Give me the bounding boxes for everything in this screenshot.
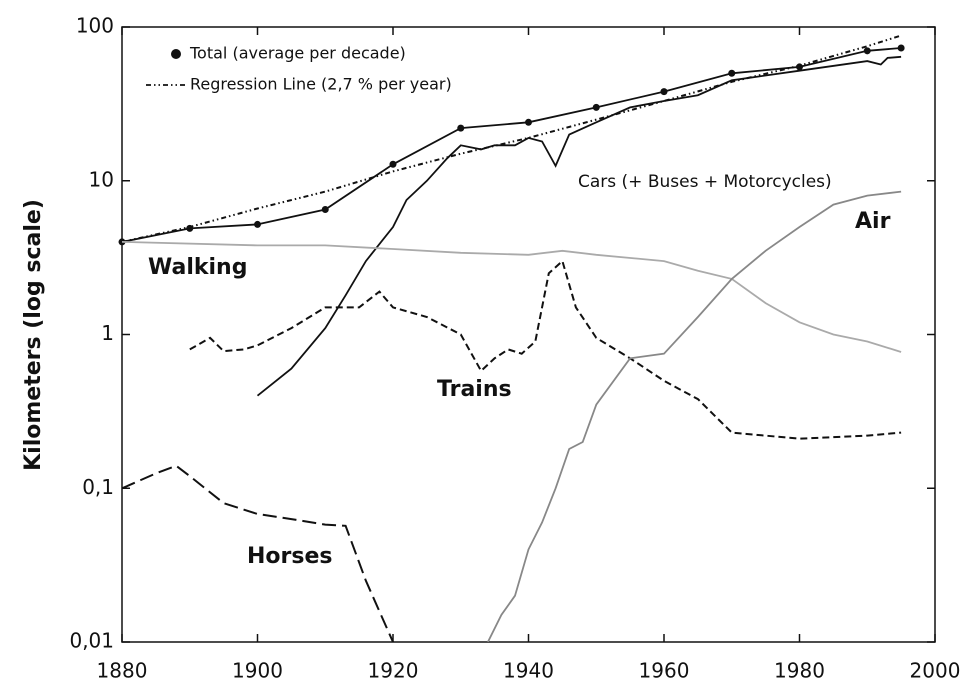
data-point	[389, 160, 397, 168]
data-point	[863, 47, 871, 55]
y-axis-label: Kilometers (log scale)	[21, 199, 46, 471]
series-line	[256, 55, 902, 397]
x-tick-label: 1940	[503, 659, 554, 683]
series-line	[189, 259, 902, 440]
data-point	[457, 124, 465, 132]
x-tick-label: 1960	[639, 659, 690, 683]
y-tick-label: 1	[101, 321, 114, 345]
series-line	[122, 464, 394, 642]
data-point	[728, 69, 736, 77]
series-line	[122, 34, 902, 243]
series-line	[487, 190, 902, 642]
series-line	[122, 241, 902, 353]
data-point	[592, 103, 600, 111]
series-label: Trains	[437, 377, 512, 402]
data-point	[254, 220, 261, 228]
x-tick-label: 1880	[97, 659, 148, 683]
data-point	[897, 44, 905, 52]
data-point	[321, 206, 329, 214]
x-tick-label: 1980	[774, 659, 825, 683]
y-tick-label: 0,01	[69, 629, 114, 653]
legend-label: Regression Line (2,7 % per year)	[190, 75, 452, 94]
legend-marker	[171, 49, 181, 59]
series-label: Horses	[247, 544, 333, 569]
series-label: Air	[855, 209, 891, 234]
series-label: Cars (+ Buses + Motorcycles)	[578, 172, 832, 192]
y-tick-label: 0,1	[82, 475, 114, 499]
y-tick-label: 10	[89, 167, 114, 191]
data-point	[660, 88, 668, 96]
x-tick-label: 1900	[232, 659, 283, 683]
x-tick-label: 1920	[368, 659, 419, 683]
y-tick-label: 100	[76, 14, 114, 38]
data-point	[525, 118, 532, 126]
legend-label: Total (average per decade)	[189, 44, 406, 63]
x-tick-label: 2000	[910, 659, 961, 683]
series-label: Walking	[148, 255, 247, 280]
